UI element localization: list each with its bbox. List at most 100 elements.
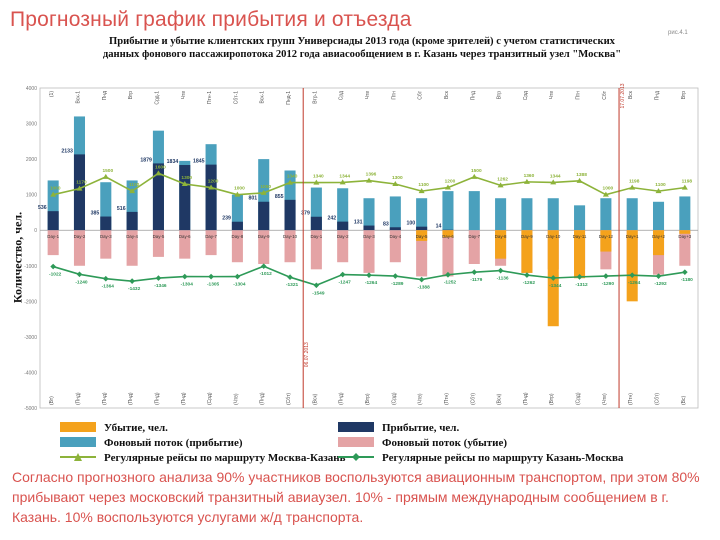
- bar-arrival: [47, 211, 59, 231]
- x-top-label: Втр: [681, 91, 687, 99]
- bar-bg_arrival: [652, 201, 665, 231]
- legend-label-bg-arrival: Фоновый поток (прибытие): [104, 437, 243, 449]
- x-top-label: Срд: [339, 91, 345, 100]
- point-line_mk: [366, 177, 372, 183]
- data-label-line_km: -1247: [339, 280, 352, 286]
- x-category-label: Day-12: [599, 234, 614, 239]
- bar-bg_arrival: [468, 191, 480, 231]
- y-tick-label: -4000: [24, 370, 37, 376]
- line-layer: [50, 170, 688, 289]
- x-bottom-label: (Сбт): [655, 393, 661, 405]
- data-label-arrival: 379: [301, 211, 310, 217]
- bar-departure: [574, 230, 586, 279]
- data-label-line_km: -1346: [154, 283, 167, 289]
- data-label-arrival: 801: [249, 196, 258, 202]
- x-bottom-label: (Втр): [549, 393, 555, 405]
- data-label-line_km: -1432: [128, 286, 141, 292]
- bar-bg_departure: [126, 230, 138, 266]
- data-label-line_mk: 1340: [313, 174, 324, 180]
- bar-departure: [626, 230, 638, 302]
- bar-bg_departure: [337, 230, 349, 263]
- data-label-arrival: 516: [117, 206, 126, 212]
- bar-departure: [679, 230, 691, 234]
- data-label-line_mk: 1600: [155, 164, 166, 170]
- data-label-line_km: -1022: [49, 272, 62, 278]
- x-category-label: Day-7: [468, 234, 480, 239]
- bar-bg_departure: [442, 230, 454, 277]
- bar-arrival: [231, 221, 243, 231]
- x-top-label: Вск-1: [75, 91, 81, 104]
- data-label-arrival: 239: [222, 216, 231, 222]
- point-line_mk: [50, 191, 57, 197]
- point-line_km: [76, 271, 83, 278]
- legend-swatch-line-km: [338, 452, 374, 462]
- x-top-label: Втр: [497, 91, 503, 99]
- legend-swatch-bg-arrival: [60, 437, 96, 447]
- point-line_km: [603, 273, 609, 279]
- legend-label-arrival: Прибытие, чел.: [382, 422, 460, 434]
- x-bottom-label: (Пнд): [75, 392, 81, 405]
- point-line_km: [524, 272, 530, 278]
- data-label-line_km: -1180: [681, 277, 693, 283]
- x-category-label: Day-8: [232, 234, 244, 239]
- legend-item-line-mk: Регулярные рейсы по маршруту Москва-Каза…: [60, 452, 345, 464]
- bar-bg_departure: [284, 230, 296, 263]
- x-bottom-label: (Чтв): [602, 393, 608, 405]
- point-line_mk: [260, 189, 267, 195]
- legend-item-departure: Убытие, чел.: [60, 422, 168, 434]
- data-label-line_km: -1549: [312, 290, 325, 296]
- y-tick-label: 2000: [26, 157, 37, 163]
- legend-swatch-arrival: [338, 422, 374, 432]
- x-bottom-label: (Пнд): [102, 392, 108, 405]
- x-top-label: Срд-1: [154, 91, 160, 105]
- x-top-label: Пнд: [102, 91, 108, 100]
- data-label-line_mk: 1500: [102, 168, 113, 174]
- data-label-line_mk: 1262: [497, 176, 508, 182]
- data-label-line_km: -1240: [75, 279, 88, 285]
- x-top-label: Срд: [523, 91, 529, 100]
- x-category-label: Day-1: [47, 234, 59, 239]
- x-top-label: Вск-1: [260, 91, 266, 104]
- bar-bg_arrival: [100, 182, 112, 231]
- bar-arrival: [179, 165, 191, 231]
- data-label-line_km: -1289: [391, 281, 404, 287]
- bar-arrival: [337, 221, 349, 231]
- point-line_mk: [576, 177, 583, 183]
- x-bottom-label: (Птн): [444, 393, 450, 405]
- x-category-label: Day+2: [652, 234, 665, 239]
- legend-item-line-km: Регулярные рейсы по маршруту Казань-Моск…: [338, 452, 623, 464]
- point-line_mk: [208, 184, 215, 190]
- x-category-label: Day-8: [495, 234, 507, 239]
- x-bottom-label: (Пнд): [339, 392, 345, 405]
- data-label-arrival: 1879: [140, 157, 152, 163]
- point-line_mk: [313, 179, 320, 185]
- x-category-label: Day-1: [311, 234, 323, 239]
- data-label-line_km: -1304: [181, 282, 194, 288]
- data-label-line_km: -1305: [207, 282, 220, 288]
- bar-departure: [442, 230, 454, 238]
- data-label-line_mk: 1396: [366, 172, 377, 178]
- point-line_mk: [392, 181, 399, 186]
- data-label-line_km: -1292: [654, 281, 667, 287]
- legend-label-departure: Убытие, чел.: [104, 422, 168, 434]
- data-label-line_km: -1179: [470, 277, 482, 283]
- bar-bg_arrival: [547, 198, 559, 231]
- bar-bg_arrival: [416, 198, 428, 231]
- x-category-label: Day-10: [283, 234, 298, 239]
- data-label-arrival: 2133: [61, 148, 73, 154]
- data-label-line_km: -1252: [444, 280, 457, 286]
- data-label-arrival: 131: [354, 220, 363, 226]
- data-label-line_mk: 1050: [260, 184, 271, 190]
- data-label-arrival: 14: [436, 224, 442, 230]
- x-top-label: Чтв: [549, 91, 555, 100]
- x-top-label: Сбт: [602, 90, 608, 99]
- point-line_mk: [339, 179, 346, 185]
- data-label-arrival: 100: [406, 221, 415, 227]
- data-label-line_mk: 1100: [418, 182, 429, 188]
- point-line_mk: [550, 179, 557, 185]
- bar-departure: [521, 230, 533, 273]
- bar-bg_arrival: [231, 194, 243, 231]
- x-bottom-label: (Пнд): [128, 392, 134, 405]
- x-bottom-label: (Пнд): [260, 392, 266, 405]
- x-category-label: Day-4: [389, 234, 401, 239]
